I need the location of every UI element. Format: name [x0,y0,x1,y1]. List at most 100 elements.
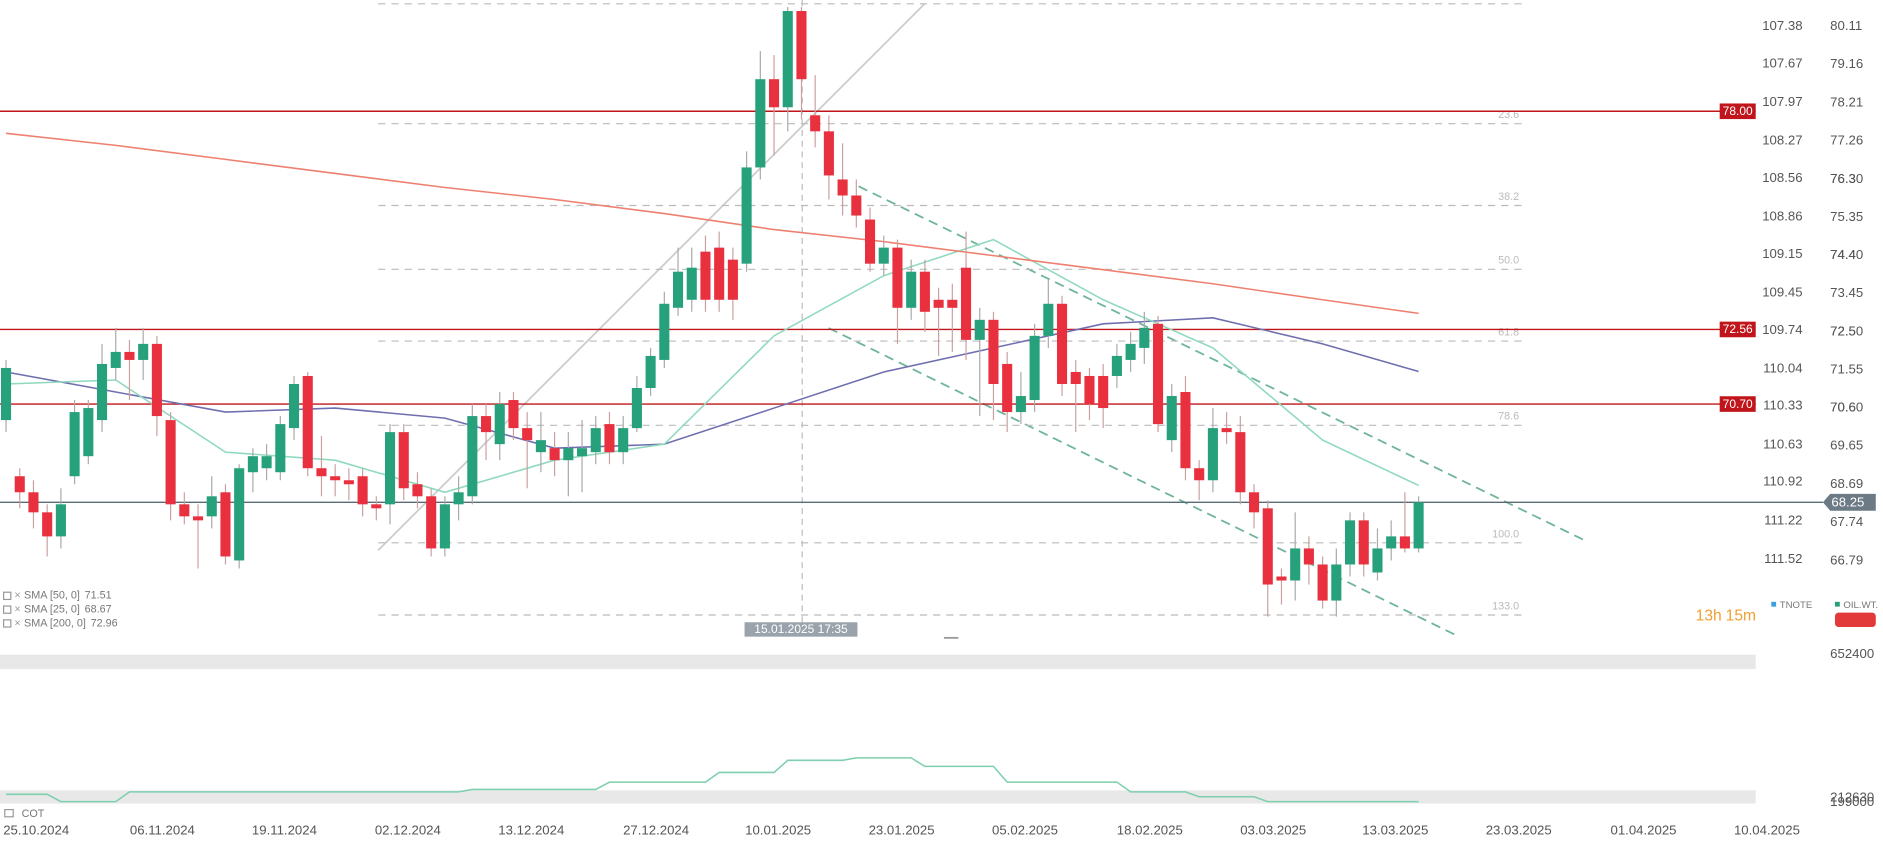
legend-icon[interactable] [3,591,12,601]
symbol-icon [1771,601,1777,607]
x-tick-label: 05.02.2025 [992,823,1058,838]
candle-body [645,355,656,389]
candle-body [371,504,382,509]
candle-body [110,351,121,368]
fib-label: 38.2 [1498,191,1519,203]
candle-body [55,504,66,537]
candle-body [1002,363,1013,413]
candle-body [412,484,423,497]
candle-body [1056,303,1068,384]
candle-body [206,496,217,517]
level-badge [1719,103,1756,120]
x-tick-label: 13.12.2024 [498,823,564,838]
y2-tick-label: 108.56 [1762,170,1802,185]
x-tick-label: 23.01.2025 [869,823,935,838]
candle-body [741,167,752,264]
crosshair-label-bg [744,622,858,637]
candle-body [1248,492,1260,513]
y-tick-label: 76.30 [1830,171,1863,186]
candle-body [1015,396,1026,413]
y2-tick-label: 109.45 [1762,284,1802,299]
candle-body [659,303,670,360]
candle-body [1043,303,1054,336]
candle-body [933,299,944,308]
legend-close: × [14,617,20,629]
candle-body [892,247,903,308]
y-tick-label: 80.11 [1830,18,1862,33]
candle-body [1276,576,1287,581]
y-tick-label: 73.45 [1830,285,1863,300]
level-badge [1719,396,1756,412]
y-tick-label: 72.50 [1830,323,1863,338]
y2-tick-label: 108.86 [1762,209,1802,224]
candle-body [343,480,354,485]
panel-icon[interactable] [4,808,14,818]
fib-label: 133.0 [1492,600,1519,612]
y2-tick-label: 107.97 [1762,94,1802,109]
candle-body [1317,564,1328,601]
candle-body [151,343,162,417]
candle-body [686,267,697,300]
cot-line [6,757,1419,803]
legend-icon[interactable] [3,605,12,614]
candle-body [631,388,642,429]
candle-body [919,271,930,312]
candle-body [1180,392,1191,469]
candle-body [1303,548,1314,565]
x-tick-label: 01.04.2025 [1611,823,1677,838]
y-tick-label: 78.21 [1830,94,1863,109]
candle-body [0,367,12,421]
candle-body [220,492,231,557]
y2-tick-label: 109.74 [1762,322,1802,337]
sma-line [5,317,1419,449]
symbol-icon [1834,601,1840,607]
candle-body [522,428,533,441]
y2-tick-label: 110.04 [1763,360,1802,375]
candle-body [974,319,985,340]
x-tick-label: 18.02.2025 [1117,823,1183,838]
y-tick-label: 212630 [1830,789,1874,804]
candle-body [1372,548,1383,573]
candle-body [1344,520,1356,565]
y-tick-label: 77.26 [1830,132,1863,147]
fib-label: 61.8 [1498,327,1519,339]
candle-body [878,247,889,264]
candle-body [302,375,313,469]
candle-body [1084,375,1095,405]
candle-body [384,432,396,505]
y-tick-label: 69.65 [1830,438,1863,453]
candle-body [275,424,286,473]
candle-body [1125,343,1136,360]
candle-body [439,504,450,549]
legend-value: 71.51 [85,590,112,602]
last-price-label: 68.25 [1831,494,1864,509]
candle-body [1098,375,1109,409]
y-tick-label: 74.40 [1830,247,1863,262]
channel-line [828,327,1460,638]
y2-tick-label: 110.92 [1763,474,1802,489]
symbol-label[interactable]: OIL.WT. [1843,600,1878,611]
y-tick-label: 66.79 [1830,552,1863,567]
level-label: 78.00 [1723,104,1753,118]
legend-value: 68.67 [85,603,112,615]
candle-body [288,383,300,429]
candle-body [851,195,862,216]
x-tick-label: 06.11.2024 [130,823,195,838]
x-tick-label: 25.10.2024 [3,823,69,838]
symbol-badge[interactable] [1834,612,1876,628]
symbol-label[interactable]: TNOTE [1780,600,1813,611]
candle-body [1262,508,1273,585]
legend-icon[interactable] [3,619,12,628]
panel-band [0,790,1756,804]
y-tick-label: 199000 [1830,794,1874,809]
legend-name: SMA [200, 0] [24,617,86,629]
candle-body [796,11,807,80]
fib-label: 23.6 [1498,109,1519,121]
y2-tick-label: 107.38 [1762,18,1802,33]
x-tick-label: 27.12.2024 [623,823,689,838]
candle-body [947,299,958,308]
x-tick-label: 10.01.2025 [745,823,811,838]
candle-body [535,440,546,453]
candle-body [1413,502,1424,549]
